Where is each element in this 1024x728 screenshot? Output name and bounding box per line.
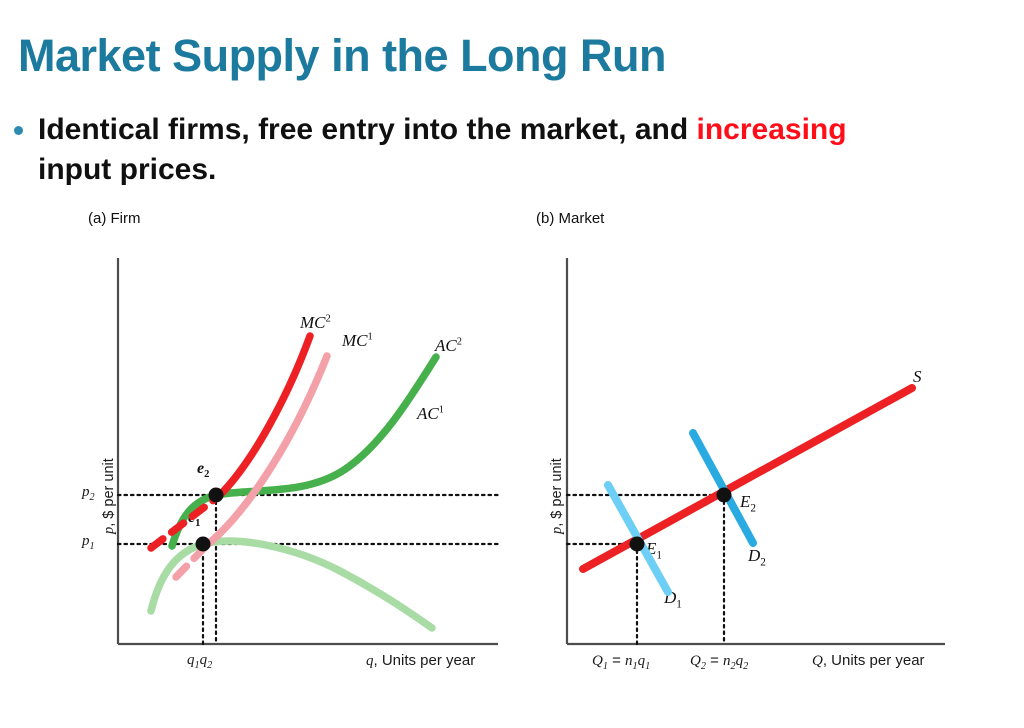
curve-label-mc1: MC1 [342, 331, 373, 351]
tick-p2-sub: 2 [89, 492, 95, 503]
curve-label-mc2-sup: 2 [325, 313, 331, 325]
tick-q2-symbol: q [199, 652, 208, 668]
point-label-e2: e2 [197, 460, 209, 480]
point-E2 [716, 487, 732, 503]
x-axis-label-market-text: , Units per year [822, 652, 925, 669]
curve-label-ac2: AC2 [435, 336, 462, 356]
tick-q1-symbol: q [187, 652, 195, 668]
tick-Q1-equals: = [607, 652, 626, 669]
point-label-E2-text: E [740, 492, 751, 511]
curve-label-ac2-text: AC [435, 336, 457, 355]
x-axis-label-firm-text: , Units per year [373, 652, 476, 669]
tick-q1-sub: 1 [194, 660, 200, 671]
tick-label-Q1: Q1 = n1q1 [592, 652, 650, 672]
figure-two-panel-chart: (a) Firm (b) Market p, $ per unit p, $ p… [0, 196, 1024, 728]
chart-canvas [116, 258, 945, 646]
point-label-e2-text: e [197, 460, 205, 477]
panel-caption-market: (b) Market [536, 210, 605, 227]
curve-label-ac2-sup: 2 [456, 336, 462, 348]
curve-label-supply: S [913, 367, 922, 387]
point-label-e2-sub: 2 [204, 469, 210, 481]
tick-Q2-symbol: Q [690, 653, 701, 669]
curve-ac1 [147, 537, 436, 632]
bullet-list-item: Identical firms, free entry into the mar… [14, 110, 914, 190]
curve-label-demand1-sub: 1 [676, 598, 682, 611]
point-label-E1-sub: 1 [656, 549, 662, 562]
x-axis-label-market: Q, Units per year [812, 652, 925, 670]
tick-Q1-sub: 1 [602, 661, 608, 672]
point-label-E2: E2 [740, 492, 756, 514]
curve-ac2 [168, 353, 440, 550]
x-axis-label-firm: q, Units per year [366, 652, 475, 670]
tick-p1-sub: 1 [89, 541, 95, 552]
tick-p2-symbol: p [82, 484, 90, 500]
curve-label-ac1-sup: 1 [438, 404, 444, 416]
tick-Q1-q-sub: 1 [645, 661, 651, 672]
bullet-text-lead: Identical firms, free entry into the mar… [38, 113, 697, 146]
curve-label-mc1-text: MC [342, 331, 368, 350]
tick-Q1-n-sub: 1 [632, 661, 638, 672]
x-axis-label-firm-symbol: q [366, 653, 374, 669]
curve-mc1 [203, 352, 331, 549]
tick-Q2-equals: = [705, 652, 724, 669]
curve-label-mc2-text: MC [300, 313, 326, 332]
point-label-E2-sub: 2 [750, 502, 756, 515]
tick-label-p1: p1 [82, 533, 95, 552]
bullet-block: Identical firms, free entry into the mar… [14, 110, 914, 190]
tick-Q2-q-sub: 2 [743, 661, 749, 672]
bullet-dot-icon [14, 126, 23, 135]
tick-Q1-symbol: Q [592, 653, 603, 669]
curve-label-demand2-sub: 2 [760, 556, 766, 569]
tick-q2-sub: 2 [207, 660, 213, 671]
tick-Q2-sub: 2 [700, 661, 706, 672]
curve-label-ac1: AC1 [417, 404, 444, 424]
curve-label-demand2: D2 [748, 546, 766, 568]
point-label-E1-text: E [646, 539, 657, 558]
tick-p1-symbol: p [82, 533, 90, 549]
panel-caption-firm: (a) Firm [88, 210, 141, 227]
page-title: Market Supply in the Long Run [18, 30, 667, 81]
bullet-text-emphasis: increasing [696, 113, 847, 146]
curve-label-ac1-text: AC [417, 404, 439, 423]
point-e1 [195, 536, 211, 552]
point-label-E1: E1 [646, 539, 662, 561]
tick-Q2-n-symbol: n [723, 653, 731, 669]
curve-label-supply-text: S [913, 367, 922, 386]
tick-Q2-q-symbol: q [735, 653, 744, 669]
tick-label-q1-q2: q1q2 [187, 652, 212, 671]
tick-Q1-q-symbol: q [637, 653, 646, 669]
tick-label-Q2: Q2 = n2q2 [690, 652, 748, 672]
curve-label-mc2: MC2 [300, 313, 331, 333]
tick-Q1-n-symbol: n [625, 653, 633, 669]
tick-label-p2: p2 [82, 484, 95, 503]
curve-mc2-dashed-segment [147, 492, 223, 552]
curve-mc2 [215, 332, 314, 500]
point-E1 [629, 536, 645, 552]
x-axis-label-market-symbol: Q [812, 653, 823, 669]
curve-label-mc1-sup: 1 [367, 331, 373, 343]
point-e2 [208, 487, 224, 503]
bullet-text-tail: input prices. [38, 152, 217, 186]
bullet-text: Identical firms, free entry into the mar… [38, 110, 914, 190]
point-label-e1-sub: 1 [195, 518, 201, 530]
tick-Q2-n-sub: 2 [730, 661, 736, 672]
curve-label-demand2-text: D [748, 546, 761, 565]
